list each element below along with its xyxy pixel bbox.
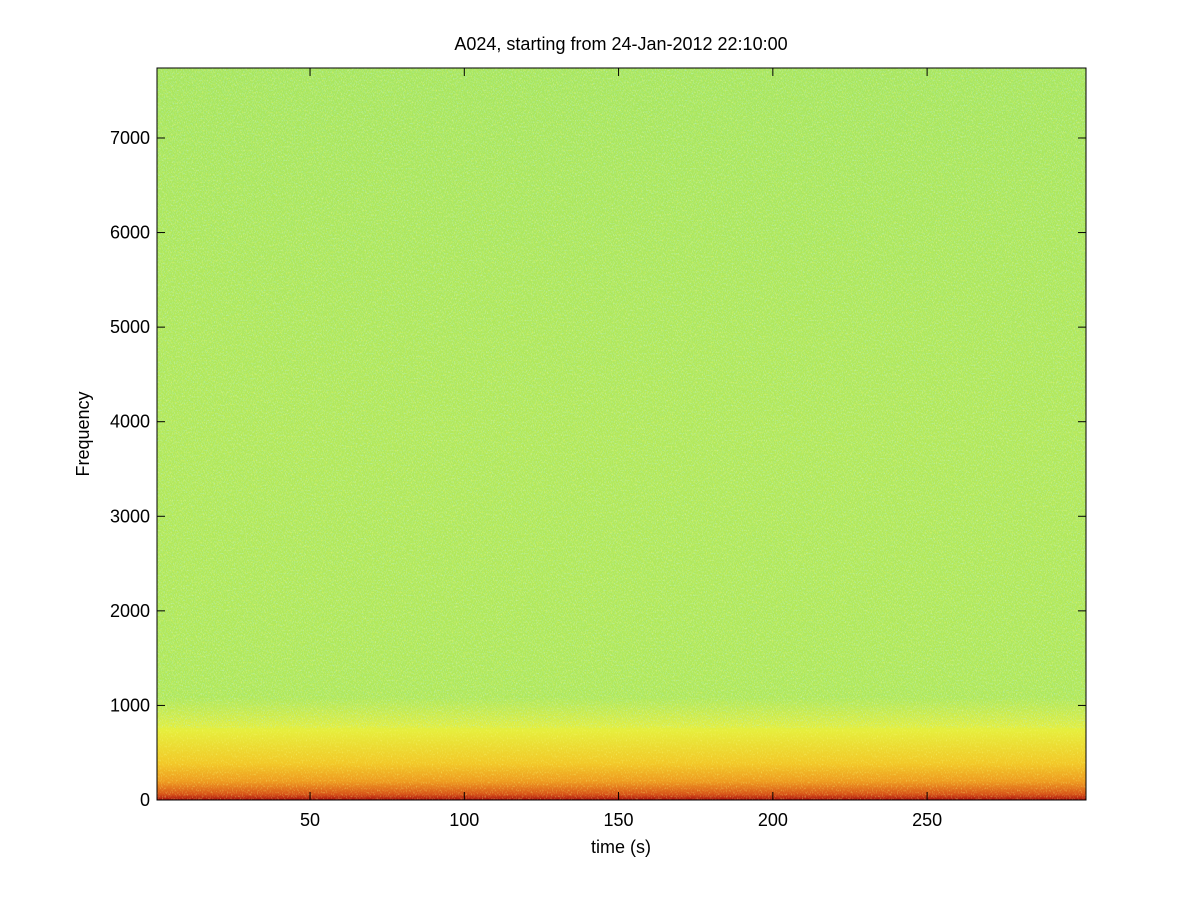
y-tick-label: 4000 xyxy=(110,412,150,432)
x-tick-label: 250 xyxy=(912,810,942,830)
x-tick-label: 200 xyxy=(758,810,788,830)
y-tick-label: 5000 xyxy=(110,317,150,337)
spectrogram-image xyxy=(157,68,1086,800)
y-tick-label: 0 xyxy=(140,790,150,810)
x-axis-label: time (s) xyxy=(591,837,651,857)
plot-frame xyxy=(156,67,1087,801)
chart-title: A024, starting from 24-Jan-2012 22:10:00 xyxy=(454,34,787,54)
y-tick-label: 6000 xyxy=(110,223,150,243)
x-tick-label: 100 xyxy=(449,810,479,830)
y-tick-label: 7000 xyxy=(110,128,150,148)
y-tick-label: 1000 xyxy=(110,695,150,715)
y-tick-label: 2000 xyxy=(110,601,150,621)
y-axis-label: Frequency xyxy=(73,391,93,476)
spectrogram-noise xyxy=(157,68,1086,800)
x-tick-label: 50 xyxy=(300,810,320,830)
y-tick-label: 3000 xyxy=(110,506,150,526)
x-tick-label: 150 xyxy=(604,810,634,830)
